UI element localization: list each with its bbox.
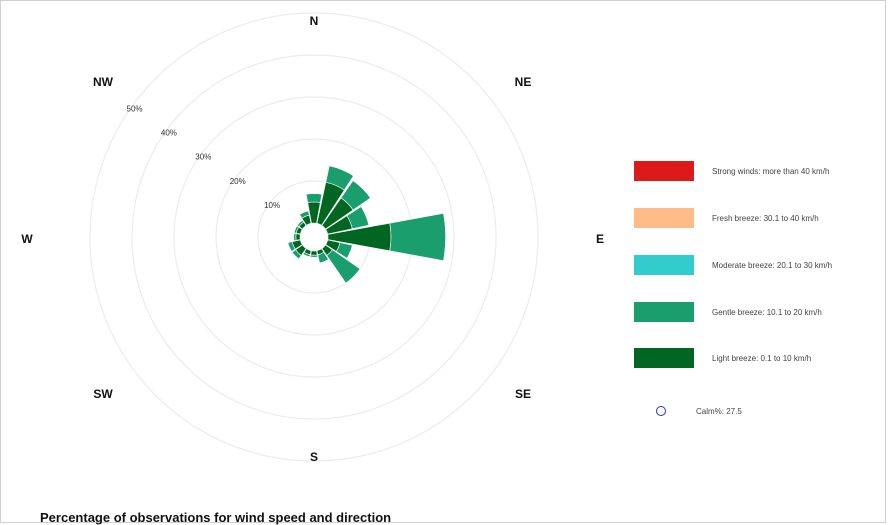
calm-label: Calm%: 27.5 [696, 406, 742, 416]
radial-tick-label: 10% [264, 201, 280, 210]
legend-swatch-fresh [634, 208, 694, 228]
petal-w-0 [295, 233, 301, 241]
legend-item-strong: Strong winds: more than 40 km/h [634, 160, 829, 182]
radial-tick-label: 20% [230, 177, 246, 186]
compass-label-n: N [310, 14, 319, 28]
legend-item-gentle: Gentle breeze: 10.1 to 20 km/h [634, 301, 822, 323]
radial-ring-3 [173, 96, 455, 378]
legend-label-moderate: Moderate breeze: 20.1 to 30 km/h [712, 260, 833, 270]
legend-item-moderate: Moderate breeze: 20.1 to 30 km/h [634, 254, 832, 276]
petal-ese-1 [335, 242, 353, 259]
radial-tick-label: 50% [127, 105, 143, 114]
legend-item-calm: Calm%: 27.5 [634, 403, 742, 419]
petal-n-1 [305, 193, 323, 203]
radial-ring-5 [89, 12, 539, 462]
petal-nnw-1 [299, 210, 310, 219]
petal-sse-1 [317, 251, 329, 264]
radial-ring-4 [131, 54, 497, 420]
legend-item-light: Light breeze: 0.1 to 10 km/h [634, 347, 811, 369]
petal-wsw-1 [287, 241, 296, 252]
legend-label-fresh: Fresh breeze: 30.1 to 40 km/h [712, 213, 819, 223]
legend-item-fresh: Fresh breeze: 30.1 to 40 km/h [634, 207, 819, 229]
radial-tick-label: 30% [195, 153, 211, 162]
petal-ne-1 [340, 180, 371, 211]
legend-swatch-moderate [634, 255, 694, 275]
chart-caption: Percentage of observations for wind spee… [40, 510, 392, 525]
legend-swatch-light [634, 348, 694, 368]
legend-label-gentle: Gentle breeze: 10.1 to 20 km/h [712, 307, 822, 317]
petal-w-1 [293, 233, 297, 241]
petal-s-0 [310, 250, 318, 256]
petal-e-1 [389, 213, 446, 261]
radial-tick-label: 40% [161, 129, 177, 138]
petal-ene-1 [346, 206, 370, 230]
petal-nne-1 [325, 165, 354, 191]
petal-se-1 [326, 249, 361, 284]
petal-nw-1 [296, 219, 305, 228]
petal-ssw-1 [302, 251, 311, 258]
legend-swatch-strong [634, 161, 694, 181]
compass-label-w: W [21, 232, 33, 246]
petal-wnw-1 [293, 225, 300, 234]
calm-circle-icon [656, 406, 666, 416]
compass-label-nw: NW [93, 75, 114, 89]
legend-swatch-gentle [634, 302, 694, 322]
compass-label-sw: SW [93, 387, 113, 401]
petal-s-1 [310, 254, 318, 258]
petal-sw-1 [291, 249, 302, 260]
legend-label-strong: Strong winds: more than 40 km/h [712, 166, 830, 176]
compass-label-e: E [596, 232, 604, 246]
compass-label-s: S [310, 450, 318, 464]
compass-label-se: SE [515, 387, 531, 401]
compass-label-ne: NE [515, 75, 532, 89]
legend-label-light: Light breeze: 0.1 to 10 km/h [712, 353, 812, 363]
